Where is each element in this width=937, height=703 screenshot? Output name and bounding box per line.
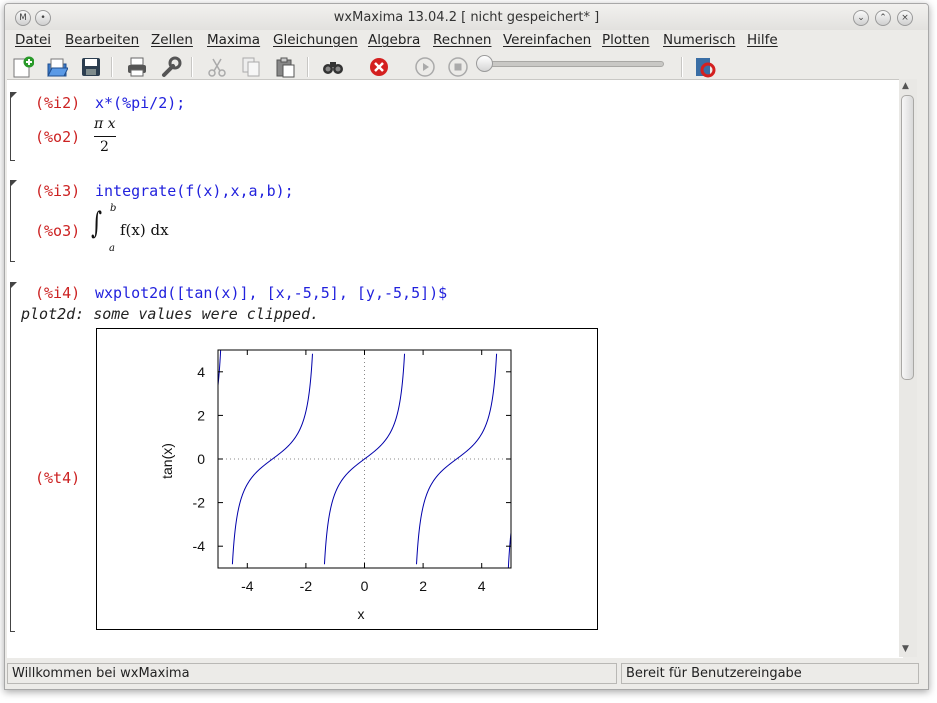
input-text[interactable]: integrate(f(x),x,a,b); [95, 182, 294, 200]
warning-message: plot2d: some values were clipped. [21, 305, 320, 323]
play-icon[interactable] [413, 55, 437, 79]
y-tick-label: -2 [193, 495, 206, 511]
menu-plotten[interactable]: Plotten [602, 32, 650, 48]
input-label: (%i4) [35, 284, 81, 302]
x-axis-label: x [358, 606, 365, 622]
x-tick-label: 0 [361, 578, 369, 594]
y-axis-label: tan(x) [159, 443, 175, 479]
fraction-denominator: 2 [100, 139, 109, 155]
output-label: (%t4) [35, 469, 81, 487]
save-icon[interactable] [79, 55, 103, 79]
menu-gleichungen[interactable]: Gleichungen [273, 32, 358, 48]
input-text[interactable]: wxplot2d([tan(x)], [x,-5,5], [y,-5,5])$ [95, 284, 448, 302]
fraction-line [94, 136, 116, 137]
menu-vereinfachen[interactable]: Vereinfachen [503, 32, 592, 48]
tan-plot: tan(x) x -4 -2 0 2 4 -4 -2 0 2 4 [159, 349, 512, 622]
input-label: (%i2) [35, 94, 81, 112]
y-tick-label: 2 [197, 407, 205, 423]
plot-image[interactable]: tan(x) x -4 -2 0 2 4 -4 -2 0 2 4 [96, 328, 598, 630]
output-label: (%o3) [35, 222, 81, 240]
input-text[interactable]: x*(%pi/2); [95, 94, 186, 112]
menu-zellen[interactable]: Zellen [151, 32, 193, 48]
x-tick-label: -2 [300, 578, 313, 594]
title-bar[interactable]: M • wxMaxima 13.04.2 [ nicht gespeichert… [5, 4, 928, 30]
help-icon[interactable] [693, 55, 717, 79]
scroll-down-icon[interactable]: ▼ [902, 644, 909, 654]
animation-slider-track[interactable] [486, 61, 664, 67]
status-message: Willkommen bei wxMaxima [7, 663, 617, 684]
cut-icon[interactable] [205, 55, 229, 79]
series-line [323, 353, 406, 565]
animation-slider-knob[interactable] [476, 55, 493, 72]
find-icon[interactable] [321, 55, 345, 79]
menu-rechnen[interactable]: Rechnen [433, 32, 492, 48]
copy-icon[interactable] [239, 55, 263, 79]
y-tick-label: -4 [193, 538, 206, 554]
x-tick-label: -4 [241, 578, 254, 594]
fraction-numerator: π x [94, 116, 116, 132]
series-line [416, 353, 498, 565]
integral-upper-limit: b [110, 203, 117, 214]
toolbar [5, 52, 928, 82]
x-tick-label: 4 [478, 578, 486, 594]
vertical-scrollbar[interactable]: ▲ ▼ [899, 79, 917, 657]
x-tick-label: 2 [419, 578, 427, 594]
input-label: (%i3) [35, 182, 81, 200]
app-menu-icon[interactable]: M [15, 10, 31, 26]
menu-bearbeiten[interactable]: Bearbeiten [65, 32, 140, 48]
print-icon[interactable] [125, 55, 149, 79]
scrollbar-thumb[interactable] [901, 95, 914, 380]
cell-bracket[interactable] [10, 92, 17, 161]
integral-lower-limit: a [109, 243, 115, 254]
series-line [231, 353, 313, 565]
integrand: f(x) dx [120, 221, 169, 239]
cell-bracket[interactable] [10, 180, 17, 262]
interrupt-icon[interactable] [367, 55, 391, 79]
output-label: (%o2) [35, 128, 81, 146]
menu-maxima[interactable]: Maxima [207, 32, 261, 48]
integral-sign: ∫ [91, 206, 102, 241]
status-bar: Willkommen bei wxMaxima Bereit für Benut… [4, 660, 927, 686]
new-document-icon[interactable] [11, 55, 35, 79]
cell-bracket[interactable] [10, 282, 17, 632]
menu-bar: Datei Bearbeiten Zellen Maxima Gleichung… [5, 30, 928, 52]
paste-icon[interactable] [273, 55, 297, 79]
menu-datei[interactable]: Datei [15, 32, 52, 48]
maximize-button[interactable]: ⌃ [875, 10, 891, 26]
open-icon[interactable] [45, 55, 69, 79]
settings-icon[interactable] [159, 55, 183, 79]
worksheet[interactable]: (%i2) x*(%pi/2); (%o2) π x 2 (%i3) integ… [7, 79, 903, 658]
status-state: Bereit für Benutzereingabe [621, 663, 919, 684]
menu-hilfe[interactable]: Hilfe [747, 32, 778, 48]
pin-icon[interactable]: • [35, 10, 51, 26]
stop-icon[interactable] [446, 55, 470, 79]
menu-algebra[interactable]: Algebra [368, 32, 421, 48]
scroll-up-icon[interactable]: ▲ [902, 81, 909, 91]
y-tick-label: 4 [197, 364, 205, 380]
close-button[interactable]: × [897, 10, 913, 26]
y-tick-label: 0 [197, 451, 205, 467]
minimize-button[interactable]: ⌄ [853, 10, 869, 26]
menu-numerisch[interactable]: Numerisch [663, 32, 736, 48]
window-title: wxMaxima 13.04.2 [ nicht gespeichert* ] [333, 10, 600, 25]
